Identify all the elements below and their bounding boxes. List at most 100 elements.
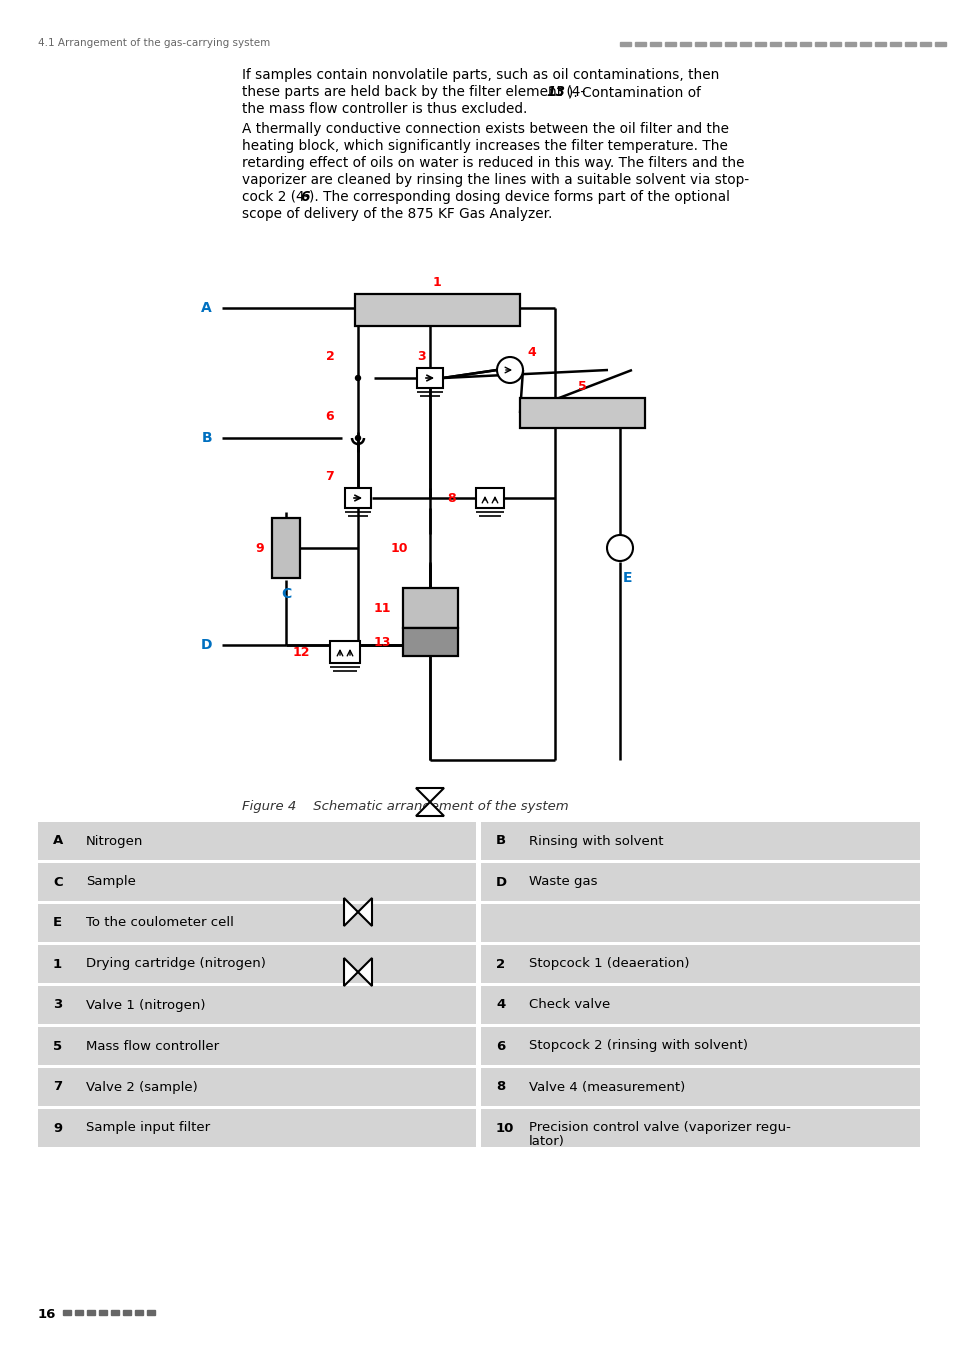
Bar bbox=[38, 1027, 476, 1065]
Circle shape bbox=[497, 356, 522, 383]
Text: 4: 4 bbox=[496, 999, 505, 1011]
Text: heating block, which significantly increases the filter temperature. The: heating block, which significantly incre… bbox=[242, 139, 727, 153]
Circle shape bbox=[355, 375, 360, 381]
Text: E: E bbox=[622, 571, 632, 585]
Bar bbox=[740, 42, 750, 46]
Polygon shape bbox=[344, 898, 357, 926]
Text: Valve 1 (nitrogen): Valve 1 (nitrogen) bbox=[86, 999, 205, 1011]
Text: 8: 8 bbox=[496, 1080, 505, 1094]
Text: Mass flow controller: Mass flow controller bbox=[86, 1040, 219, 1053]
Text: Stopcock 1 (deaeration): Stopcock 1 (deaeration) bbox=[529, 957, 689, 971]
Bar bbox=[480, 904, 919, 942]
Bar bbox=[38, 1108, 476, 1148]
Text: Figure 4    Schematic arrangement of the system: Figure 4 Schematic arrangement of the sy… bbox=[242, 801, 568, 813]
Bar bbox=[38, 1068, 476, 1106]
Polygon shape bbox=[357, 958, 372, 986]
Text: 7: 7 bbox=[325, 470, 334, 482]
Text: Valve 4 (measurement): Valve 4 (measurement) bbox=[529, 1080, 684, 1094]
Text: A: A bbox=[53, 834, 63, 848]
Text: 11: 11 bbox=[374, 602, 391, 614]
Bar bbox=[934, 42, 945, 46]
Text: retarding effect of oils on water is reduced in this way. The filters and the: retarding effect of oils on water is red… bbox=[242, 157, 743, 170]
Text: Waste gas: Waste gas bbox=[529, 876, 597, 888]
Text: D: D bbox=[496, 876, 507, 888]
Bar bbox=[889, 42, 900, 46]
Bar bbox=[416, 369, 442, 387]
Text: Valve 2 (sample): Valve 2 (sample) bbox=[86, 1080, 197, 1094]
Bar bbox=[135, 1310, 143, 1315]
Bar bbox=[480, 1027, 919, 1065]
Text: 1: 1 bbox=[53, 957, 62, 971]
Text: ). Contamination of: ). Contamination of bbox=[567, 85, 700, 99]
Bar bbox=[859, 42, 870, 46]
Bar bbox=[874, 42, 885, 46]
Bar bbox=[38, 904, 476, 942]
Bar bbox=[649, 42, 660, 46]
Text: B: B bbox=[201, 431, 212, 446]
Text: 2: 2 bbox=[496, 957, 504, 971]
Bar bbox=[402, 589, 457, 628]
Bar bbox=[709, 42, 720, 46]
Text: C: C bbox=[280, 587, 291, 601]
Bar bbox=[330, 641, 359, 663]
Bar bbox=[111, 1310, 119, 1315]
Text: Sample input filter: Sample input filter bbox=[86, 1122, 210, 1134]
Bar bbox=[844, 42, 855, 46]
Text: 4.1 Arrangement of the gas-carrying system: 4.1 Arrangement of the gas-carrying syst… bbox=[38, 38, 270, 49]
Text: B: B bbox=[496, 834, 506, 848]
Bar bbox=[123, 1310, 131, 1315]
Bar bbox=[480, 1108, 919, 1148]
Text: A: A bbox=[201, 301, 212, 315]
Text: C: C bbox=[53, 876, 63, 888]
Bar bbox=[635, 42, 645, 46]
Text: 8: 8 bbox=[447, 491, 456, 505]
Bar bbox=[769, 42, 781, 46]
Text: 9: 9 bbox=[255, 541, 264, 555]
Bar bbox=[679, 42, 690, 46]
Bar bbox=[355, 294, 519, 325]
Bar bbox=[99, 1310, 107, 1315]
Bar bbox=[75, 1310, 83, 1315]
Text: 6: 6 bbox=[299, 190, 309, 204]
Text: Drying cartridge (nitrogen): Drying cartridge (nitrogen) bbox=[86, 957, 266, 971]
Text: Sample: Sample bbox=[86, 876, 135, 888]
Text: Rinsing with solvent: Rinsing with solvent bbox=[529, 834, 662, 848]
Text: vaporizer are cleaned by rinsing the lines with a suitable solvent via stop-: vaporizer are cleaned by rinsing the lin… bbox=[242, 173, 748, 188]
Bar bbox=[829, 42, 841, 46]
Bar bbox=[480, 1068, 919, 1106]
Bar bbox=[63, 1310, 71, 1315]
Text: 5: 5 bbox=[53, 1040, 62, 1053]
Text: 5: 5 bbox=[577, 379, 586, 393]
Polygon shape bbox=[416, 802, 443, 815]
Bar bbox=[345, 487, 371, 508]
Text: 12: 12 bbox=[293, 645, 310, 659]
Text: Stopcock 2 (rinsing with solvent): Stopcock 2 (rinsing with solvent) bbox=[529, 1040, 747, 1053]
Bar bbox=[519, 398, 644, 428]
Bar bbox=[272, 518, 299, 578]
Polygon shape bbox=[357, 898, 372, 926]
Text: 10: 10 bbox=[390, 541, 408, 555]
Text: cock 2 (4-: cock 2 (4- bbox=[242, 190, 309, 204]
Text: D: D bbox=[200, 639, 212, 652]
Bar bbox=[754, 42, 765, 46]
Text: ). The corresponding dosing device forms part of the optional: ). The corresponding dosing device forms… bbox=[309, 190, 729, 204]
Polygon shape bbox=[416, 788, 443, 802]
Text: To the coulometer cell: To the coulometer cell bbox=[86, 917, 233, 930]
Text: 6: 6 bbox=[325, 409, 334, 423]
Circle shape bbox=[606, 535, 633, 562]
Circle shape bbox=[355, 436, 360, 440]
Bar bbox=[402, 628, 457, 656]
Text: these parts are held back by the filter element (4-: these parts are held back by the filter … bbox=[242, 85, 584, 99]
Bar bbox=[38, 945, 476, 983]
Text: 16: 16 bbox=[38, 1308, 56, 1322]
Bar bbox=[480, 822, 919, 860]
Text: 7: 7 bbox=[53, 1080, 62, 1094]
Bar bbox=[695, 42, 705, 46]
Bar bbox=[814, 42, 825, 46]
Bar bbox=[87, 1310, 95, 1315]
Bar bbox=[476, 487, 503, 508]
Bar bbox=[664, 42, 676, 46]
Bar bbox=[904, 42, 915, 46]
Text: 13: 13 bbox=[374, 636, 391, 648]
Bar bbox=[38, 863, 476, 900]
